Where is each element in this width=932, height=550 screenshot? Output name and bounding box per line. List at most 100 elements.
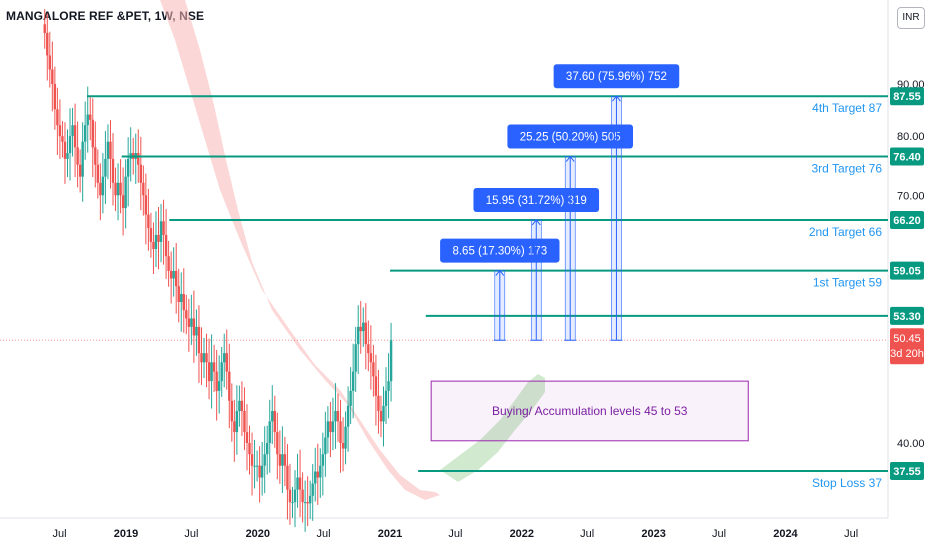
candle-body — [354, 344, 357, 372]
candle-body — [248, 443, 251, 455]
candle-body — [303, 502, 307, 504]
current-price-label: 50.45 — [893, 333, 921, 345]
candle-body — [89, 114, 92, 120]
candle-body — [278, 454, 282, 466]
candle-body — [339, 421, 342, 443]
currency-button[interactable]: INR — [897, 7, 925, 29]
y-tick-label: 80.00 — [897, 131, 925, 143]
x-tick-label: 2021 — [378, 528, 402, 540]
price-tag — [890, 87, 924, 106]
y-tick-label: 70.00 — [897, 190, 925, 202]
candle-body — [147, 214, 150, 229]
x-tick-label: Jul — [184, 528, 198, 540]
candle-body — [293, 489, 297, 503]
candle-body — [266, 443, 269, 455]
candle-body — [326, 421, 330, 438]
price-tag — [890, 261, 924, 280]
price-tag — [890, 147, 924, 166]
candle-body — [387, 381, 390, 391]
candle-body — [101, 176, 105, 196]
candle-body — [346, 405, 350, 427]
candle-body — [162, 221, 165, 235]
y-tick-label: 40.00 — [897, 438, 925, 450]
price-tag — [890, 210, 924, 229]
candle-body — [379, 410, 383, 422]
measure-label: 15.95 (31.72%) 319 — [486, 195, 587, 207]
candle-body — [367, 344, 370, 354]
candle-body — [78, 164, 82, 177]
current-price-tag — [890, 328, 924, 365]
candle-body — [61, 136, 64, 142]
measure-label-box — [473, 187, 600, 212]
candle-body — [104, 158, 107, 177]
candle-body — [139, 164, 143, 183]
price-tag-label: 87.55 — [893, 91, 921, 103]
candle-body — [306, 502, 309, 504]
x-tick-label: Jul — [53, 528, 67, 540]
candle-body — [182, 294, 185, 311]
price-tag-label: 37.55 — [893, 466, 921, 478]
candle-body — [159, 221, 163, 242]
candle-body — [238, 400, 241, 411]
x-tick-label: Jul — [448, 528, 462, 540]
level-label: 3rd Target 76 — [812, 162, 883, 176]
candle-body — [81, 141, 84, 177]
candle-body — [190, 318, 193, 327]
x-tick-label: Jul — [580, 528, 594, 540]
candle-body — [96, 164, 100, 183]
candle-body — [311, 483, 314, 496]
candle-body — [111, 158, 115, 183]
x-tick-label: Jul — [844, 528, 858, 540]
candle-body — [137, 153, 140, 165]
candle-body — [316, 471, 319, 478]
candle-body — [185, 310, 188, 319]
candle-body — [250, 454, 254, 466]
candle-body — [205, 353, 208, 363]
price-tag — [890, 306, 924, 325]
candle-body — [43, 24, 46, 33]
x-tick-label: 2024 — [773, 528, 798, 540]
candle-body — [83, 125, 87, 142]
level-label: Stop Loss 37 — [812, 476, 882, 490]
candle-body — [121, 195, 125, 209]
x-tick-label: Jul — [712, 528, 726, 540]
x-tick-label: 2019 — [114, 528, 138, 540]
candle-body — [344, 426, 347, 449]
candle-body — [58, 125, 62, 137]
bullish-cloud — [440, 374, 545, 482]
candle-body — [200, 353, 203, 363]
candle-body — [91, 119, 94, 148]
measure-label-box — [440, 238, 560, 263]
candle-body — [220, 362, 223, 382]
candle-body — [308, 495, 312, 504]
measure-arrowhead — [565, 155, 575, 162]
candle-body — [116, 182, 120, 196]
candle-body — [329, 421, 332, 433]
countdown-label: 3d 20h — [890, 348, 924, 360]
candle-body — [288, 489, 292, 503]
candle-body — [372, 362, 375, 377]
candle-body — [255, 465, 259, 467]
candle-body — [298, 477, 302, 490]
x-tick-label: 2023 — [641, 528, 665, 540]
candle-body — [144, 195, 148, 215]
candle-body — [331, 421, 335, 433]
candle-body — [314, 471, 317, 484]
candle-body — [86, 114, 89, 126]
candle-body — [210, 362, 213, 382]
price-tag-label: 59.05 — [893, 266, 921, 278]
candle-body — [51, 69, 54, 84]
candle-body — [53, 84, 57, 110]
candle-body — [63, 141, 67, 159]
candle-body — [359, 326, 362, 332]
candle-body — [283, 454, 287, 466]
candle-body — [362, 322, 365, 332]
measure-label-box — [507, 124, 634, 149]
candle-body — [217, 381, 221, 391]
candle-body — [389, 340, 393, 382]
candle-body — [187, 318, 191, 327]
level-label: 4th Target 87 — [812, 101, 882, 115]
candle-body — [374, 376, 378, 396]
candle-body — [268, 421, 271, 443]
